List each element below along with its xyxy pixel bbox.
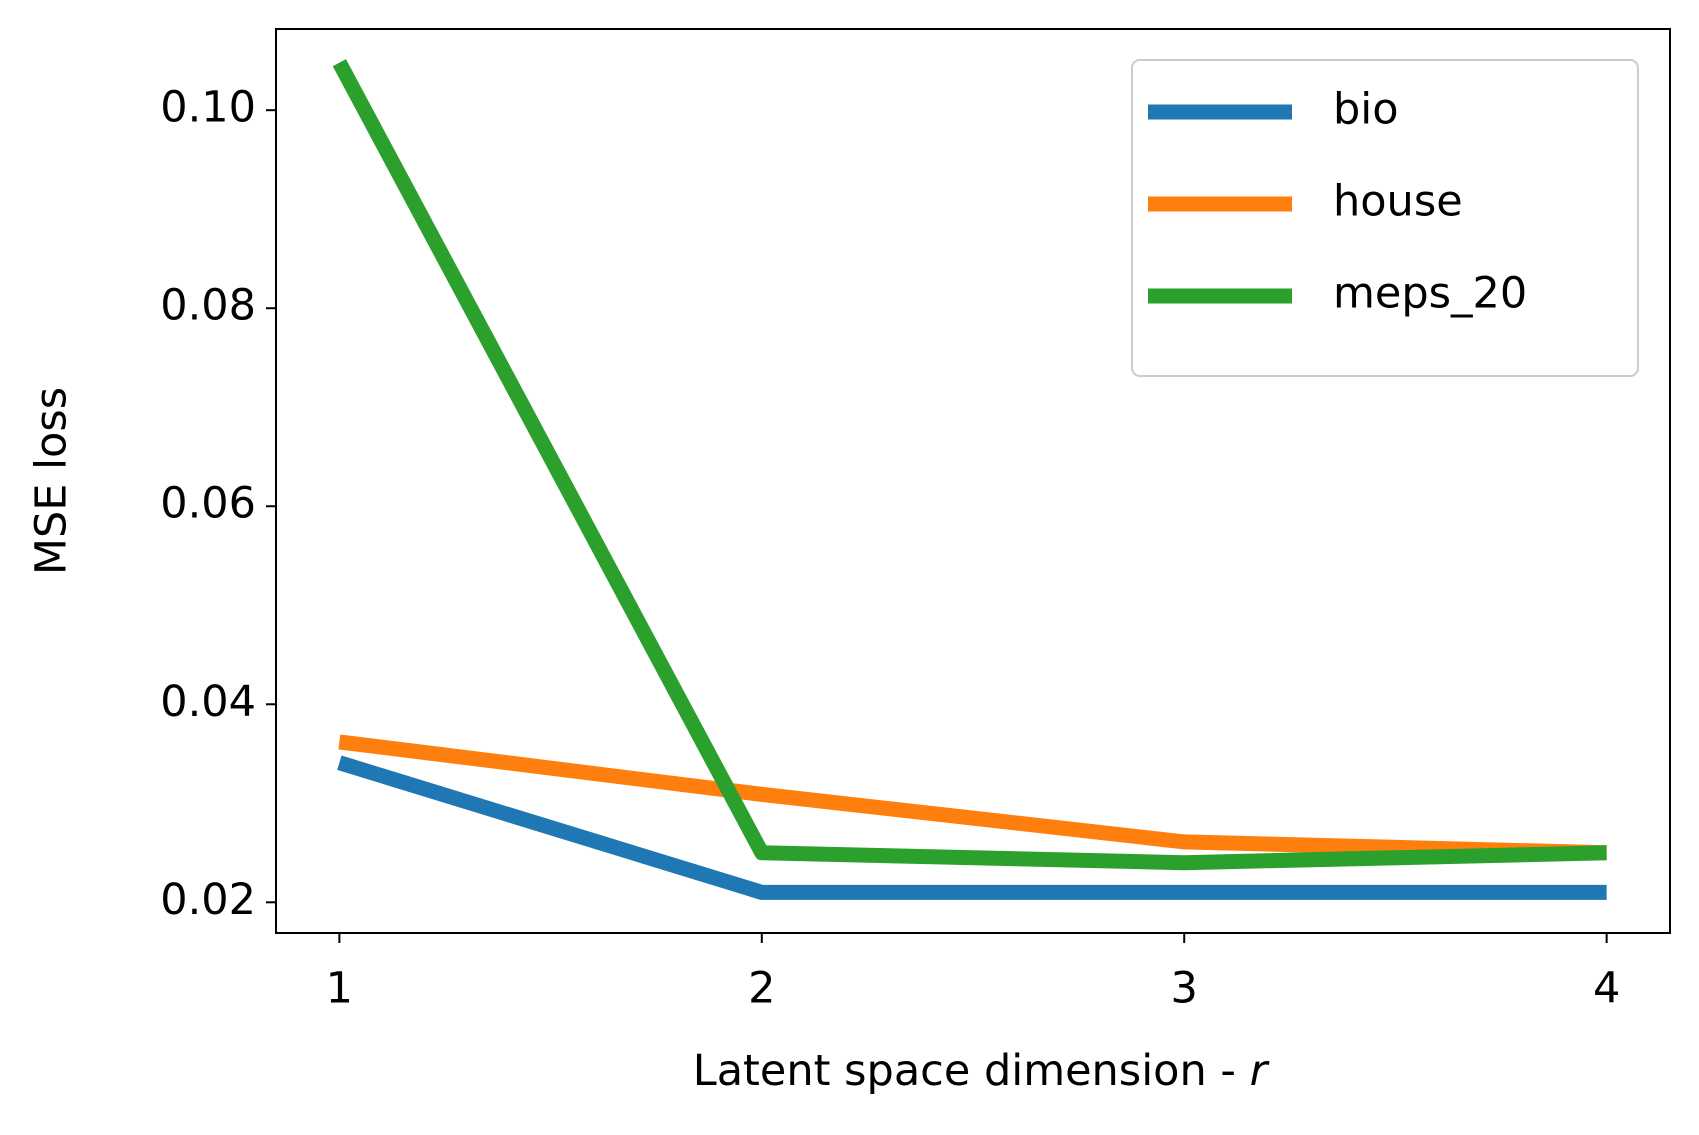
series-line <box>337 755 1607 900</box>
legend-label: meps_20 <box>1333 269 1527 319</box>
legend-label: house <box>1333 177 1463 227</box>
y-tick-label: 0.02 <box>160 875 256 925</box>
x-axis-label: Latent space dimension - r <box>693 1046 1270 1096</box>
y-tick-label: 0.04 <box>160 677 256 727</box>
x-axis-label-var: r <box>1250 1046 1270 1096</box>
y-tick-label: 0.06 <box>160 479 256 529</box>
x-axis-label-text: Latent space dimension - <box>693 1046 1250 1096</box>
y-tick-label: 0.08 <box>160 281 256 331</box>
x-tick-label: 2 <box>748 964 775 1014</box>
x-tick-label: 4 <box>1593 964 1620 1014</box>
plot-frame <box>275 28 1671 934</box>
series-line <box>332 59 1607 871</box>
x-tick-label: 3 <box>1171 964 1198 1014</box>
y-axis-label: MSE loss <box>27 387 77 575</box>
y-tick-label: 0.10 <box>160 83 256 133</box>
series-line <box>338 734 1607 861</box>
x-tick-label: 1 <box>326 964 353 1014</box>
legend-label: bio <box>1333 85 1399 135</box>
